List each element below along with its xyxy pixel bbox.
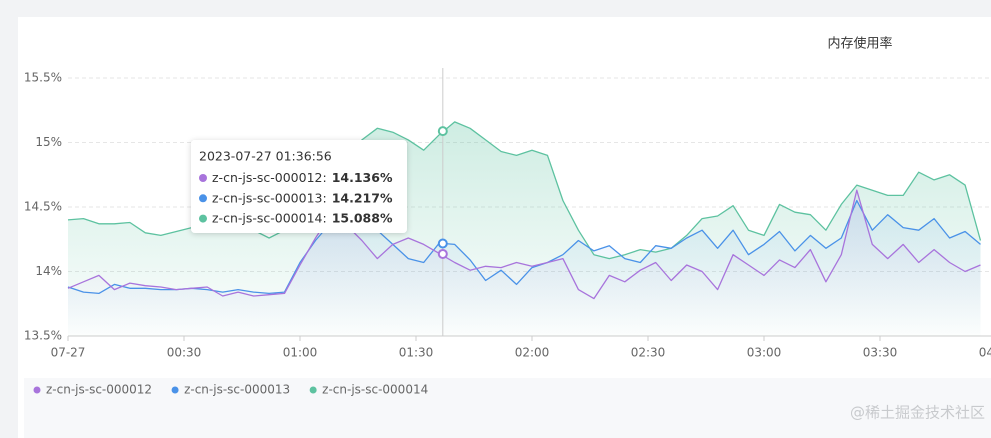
x-tick-label: 03:30 xyxy=(863,346,898,360)
legend-marker[interactable] xyxy=(309,386,317,394)
tooltip-value: 14.217% xyxy=(332,190,393,205)
tooltip-label: z-cn-js-sc-000014: xyxy=(212,210,327,225)
tooltip-marker xyxy=(199,194,207,203)
y-tick-label: 14% xyxy=(35,264,62,278)
tooltip-label: z-cn-js-sc-000013: xyxy=(212,190,327,205)
y-tick-label: 15% xyxy=(35,135,62,149)
tooltip-label: z-cn-js-sc-000012: xyxy=(212,170,327,185)
x-tick-label: 04:00 xyxy=(979,346,991,360)
tooltip-row: z-cn-js-sc-000014: 15.088% xyxy=(212,210,393,225)
tooltip-point xyxy=(437,126,448,137)
line xyxy=(67,189,981,300)
chart-title: 内存使用率 xyxy=(827,36,892,52)
x-tick-label: 07-27 xyxy=(51,346,86,360)
tooltip-row: z-cn-js-sc-000012: 14.136% xyxy=(212,170,393,185)
legend-bg xyxy=(24,378,991,438)
y-tick-label: 15.5% xyxy=(24,71,62,85)
legend-label[interactable]: z-cn-js-sc-000012 xyxy=(46,383,152,397)
legend-label[interactable]: z-cn-js-sc-000014 xyxy=(322,383,428,397)
tooltip-marker xyxy=(199,214,207,223)
y-tick-label: 14.5% xyxy=(24,200,62,214)
tooltip-value: 15.088% xyxy=(332,210,393,225)
line xyxy=(67,199,981,295)
y-tick-label: 13.5% xyxy=(24,329,62,343)
tooltip-row: z-cn-js-sc-000013: 14.217% xyxy=(212,190,393,205)
legend-label[interactable]: z-cn-js-sc-000013 xyxy=(184,383,290,397)
x-tick-label: 02:30 xyxy=(631,346,666,360)
x-tick-label: 00:30 xyxy=(167,346,202,360)
x-tick-label: 03:00 xyxy=(747,346,782,360)
area xyxy=(68,190,981,336)
x-tick-label: 01:00 xyxy=(283,346,318,360)
tooltip-point xyxy=(437,248,448,259)
x-tick-label: 02:00 xyxy=(515,346,550,360)
tooltip-box xyxy=(191,140,407,233)
legend-marker[interactable] xyxy=(171,386,179,394)
x-tick-label: 01:30 xyxy=(399,346,434,360)
tooltip-title: 2023-07-27 01:36:56 xyxy=(199,149,332,164)
legend-marker[interactable] xyxy=(33,386,41,394)
tooltip-value: 14.136% xyxy=(332,170,393,185)
watermark: @稀土掘金技术社区 xyxy=(850,404,985,422)
tooltip-point xyxy=(437,238,448,249)
tooltip-marker xyxy=(199,174,207,182)
